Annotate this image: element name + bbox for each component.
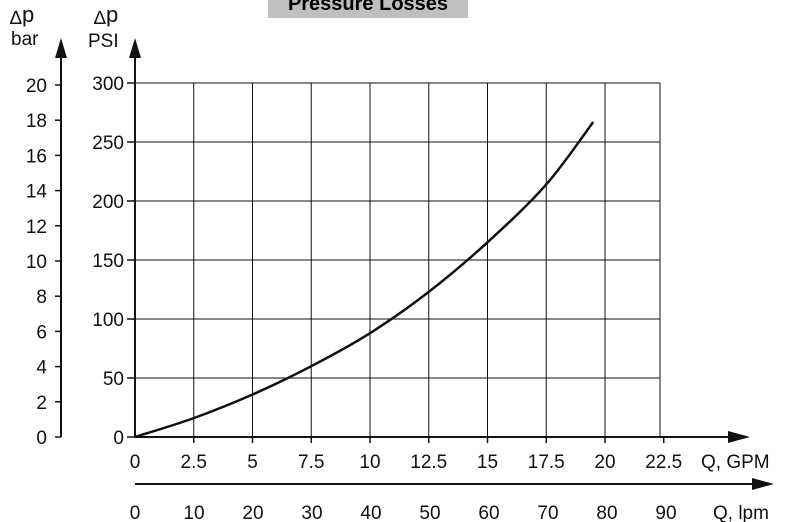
y-bar-tick-label: 10 [26, 252, 47, 273]
x-gpm-tick-label: 15 [477, 452, 498, 473]
x-lpm-axis-label: Q, lpm [713, 503, 769, 522]
x-lpm-tick-label: 80 [596, 503, 617, 522]
y-psi-tick-label: 300 [92, 74, 124, 95]
y-bar-tick-label: 0 [36, 428, 47, 449]
x-lpm-tick-label: 90 [655, 503, 676, 522]
y-bar-tick-label: 14 [26, 182, 48, 203]
y-bar-tick-label: 6 [36, 322, 47, 343]
y-bar-label-unit: bar [11, 29, 39, 50]
x-lpm-tick-label: 30 [301, 503, 322, 522]
x-lpm-tick-label: 70 [537, 503, 558, 522]
y-bar-tick-label: 8 [36, 287, 47, 308]
x-gpm-tick-label: 5 [247, 452, 258, 473]
y-psi-tick-label: 150 [92, 251, 124, 272]
y-bar-tick-label: 16 [26, 146, 47, 167]
x-lpm-tick-label: 50 [419, 503, 440, 522]
x-gpm-tick-label: 22.5 [645, 452, 682, 473]
x-lpm-tick-label: 0 [130, 503, 141, 522]
y-psi-tick-label: 250 [92, 133, 124, 154]
x-gpm-tick-label: 0 [130, 452, 141, 473]
y-psi-label-delta: ∆ [94, 8, 106, 29]
x-lpm-tick-label: 40 [360, 503, 381, 522]
y-psi-tick-label: 50 [103, 369, 124, 390]
y-bar-tick-label: 4 [36, 358, 47, 379]
x-gpm-tick-label: 2.5 [181, 452, 207, 473]
x-gpm-tick-label: 20 [594, 452, 615, 473]
x-gpm-tick-label: 17.5 [528, 452, 565, 473]
y-bar-tick-label: 2 [36, 393, 47, 414]
x-axis-lpm-arrow [752, 478, 774, 490]
y-psi-tick-label: 0 [113, 428, 124, 449]
x-gpm-axis-label: Q, GPM [701, 452, 770, 473]
y-axis-psi-arrow [129, 38, 141, 58]
x-gpm-tick-label: 10 [359, 452, 380, 473]
y-axis-bar-arrow [55, 38, 67, 58]
y-bar-label-symbol: p [22, 2, 34, 27]
x-lpm-tick-label: 60 [478, 503, 499, 522]
x-axis-gpm-arrow [728, 431, 750, 443]
y-psi-label-symbol: p [106, 2, 118, 27]
x-lpm-tick-label: 20 [242, 503, 263, 522]
y-bar-tick-label: 12 [26, 217, 47, 238]
x-gpm-tick-label: 12.5 [410, 452, 447, 473]
y-psi-label-unit: PSI [88, 31, 119, 52]
y-bar-tick-label: 20 [26, 76, 47, 97]
x-gpm-tick-label: 7.5 [298, 452, 324, 473]
y-bar-label-delta: ∆ [10, 8, 22, 29]
series-line [135, 122, 593, 437]
y-bar-tick-label: 18 [26, 111, 47, 132]
y-psi-tick-label: 100 [92, 310, 124, 331]
y-psi-tick-label: 200 [92, 192, 124, 213]
x-lpm-tick-label: 10 [183, 503, 204, 522]
